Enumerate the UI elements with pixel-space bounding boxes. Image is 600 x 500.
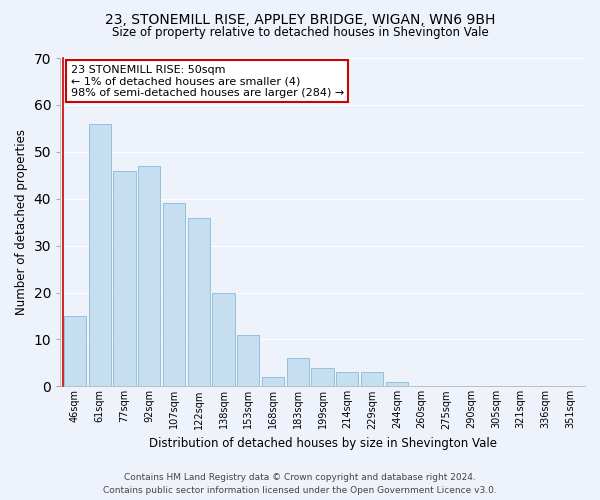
Bar <box>262 377 284 386</box>
Bar <box>237 335 259 386</box>
Bar <box>311 368 334 386</box>
Bar <box>64 316 86 386</box>
Bar <box>163 204 185 386</box>
Bar <box>386 382 408 386</box>
Bar <box>361 372 383 386</box>
Bar <box>336 372 358 386</box>
Bar <box>89 124 111 386</box>
Bar <box>138 166 160 386</box>
Bar <box>212 292 235 386</box>
Bar <box>113 170 136 386</box>
Bar <box>188 218 210 386</box>
Text: Contains HM Land Registry data © Crown copyright and database right 2024.
Contai: Contains HM Land Registry data © Crown c… <box>103 474 497 495</box>
Text: 23 STONEMILL RISE: 50sqm
← 1% of detached houses are smaller (4)
98% of semi-det: 23 STONEMILL RISE: 50sqm ← 1% of detache… <box>71 64 344 98</box>
Bar <box>287 358 309 386</box>
Y-axis label: Number of detached properties: Number of detached properties <box>15 129 28 315</box>
Text: 23, STONEMILL RISE, APPLEY BRIDGE, WIGAN, WN6 9BH: 23, STONEMILL RISE, APPLEY BRIDGE, WIGAN… <box>105 12 495 26</box>
Text: Size of property relative to detached houses in Shevington Vale: Size of property relative to detached ho… <box>112 26 488 39</box>
X-axis label: Distribution of detached houses by size in Shevington Vale: Distribution of detached houses by size … <box>149 437 497 450</box>
